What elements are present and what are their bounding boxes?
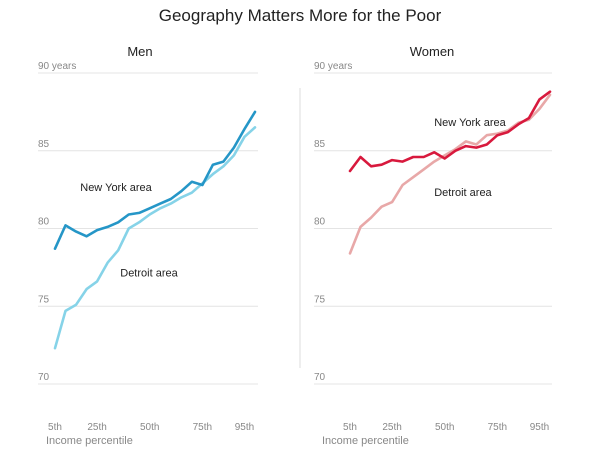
- y-tick-label: 70: [314, 372, 326, 383]
- series-label: New York area: [434, 117, 506, 129]
- x-axis-label: Income percentile: [322, 435, 409, 447]
- x-tick-label: 25th: [382, 422, 401, 433]
- series-line: [53, 110, 257, 250]
- y-tick-label: 80: [38, 217, 50, 228]
- y-tick-label: 80: [314, 217, 326, 228]
- y-tick-label: 75: [38, 294, 50, 305]
- y-tick-label: 90 years: [314, 61, 352, 72]
- x-tick-label: 50th: [140, 422, 159, 433]
- panel-title: Women: [410, 44, 455, 59]
- y-tick-label: 70: [38, 372, 50, 383]
- series-line: [53, 126, 257, 350]
- x-tick-label: 75th: [488, 422, 507, 433]
- panel-women: Women 90 years 85 80 75 70 5th 25th 50th 75th 95th…: [314, 44, 552, 447]
- y-tick-label: 85: [314, 139, 326, 150]
- x-tick-label: 5th: [343, 422, 357, 433]
- series-label: New York area: [80, 182, 152, 194]
- x-axis-label: Income percentile: [46, 435, 133, 447]
- x-tick-label: 5th: [48, 422, 62, 433]
- x-tick-label: 25th: [87, 422, 106, 433]
- x-tick-label: 95th: [235, 422, 254, 433]
- panel-title: Men: [127, 44, 152, 59]
- x-tick-label: 75th: [193, 422, 212, 433]
- series-label: Detroit area: [434, 187, 492, 199]
- x-tick-label: 50th: [435, 422, 454, 433]
- panel-men: Men 90 years 85 80 75 70 5th 25th 50th 75th 95th In…: [38, 44, 258, 447]
- y-tick-label: 90 years: [38, 61, 76, 72]
- series-line: [348, 90, 552, 173]
- chart-title: Geography Matters More for the Poor: [158, 6, 442, 25]
- series-label: Detroit area: [120, 268, 178, 280]
- y-tick-label: 85: [38, 139, 50, 150]
- x-tick-label: 95th: [530, 422, 549, 433]
- y-tick-label: 75: [314, 294, 326, 305]
